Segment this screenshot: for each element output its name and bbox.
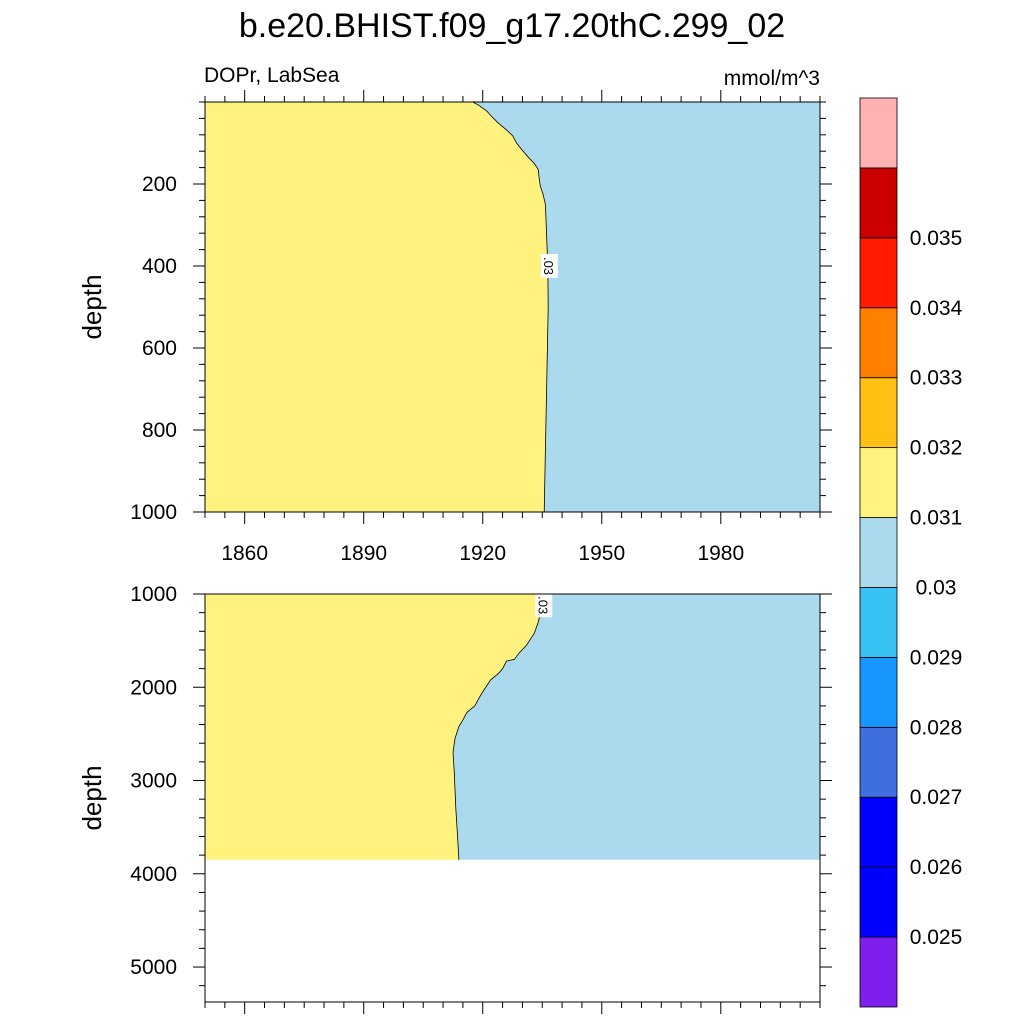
colorbar-swatch — [859, 97, 898, 169]
contour-label: .03 — [541, 257, 556, 275]
x-tick-label: 1890 — [340, 542, 387, 565]
y-tick-label: 200 — [142, 173, 177, 196]
colorbar-swatch — [859, 307, 898, 379]
fill-above-level — [205, 594, 545, 860]
colorbar-swatch — [859, 726, 898, 798]
plot-frame — [204, 593, 821, 1003]
contour-label-box — [535, 593, 553, 618]
colorbar-label: 0.027 — [910, 786, 963, 809]
x-tick-label: 1920 — [459, 542, 506, 565]
colorbar: 0.025 0.026 0.027 0.028 0.029 0.03 0.031 0.032 0… — [859, 97, 963, 1008]
y-tick-label: 600 — [142, 337, 177, 360]
x-tick-label: 1860 — [221, 542, 268, 565]
colorbar-swatch — [859, 936, 898, 1008]
y-tick-label: 2000 — [130, 676, 177, 699]
y-tick-label: 800 — [142, 419, 177, 442]
y-tick-label: 5000 — [130, 956, 177, 979]
colorbar-label: 0.032 — [910, 437, 963, 460]
figure-title: b.e20.BHIST.f09_g17.20thC.299_02 — [239, 7, 785, 45]
colorbar-label: 0.033 — [910, 367, 963, 390]
x-tick-label: 1950 — [578, 542, 625, 565]
lower-panel: .03 1000 2000 3000 4000 5000 depth — [77, 583, 832, 1014]
y-tick-label: 1000 — [130, 583, 177, 606]
colorbar-swatch — [859, 866, 898, 938]
fill-below-level — [453, 594, 820, 860]
y-tick-label: 400 — [142, 255, 177, 278]
y-tick-label: 3000 — [130, 770, 177, 793]
contour-line — [472, 101, 549, 513]
colorbar-label: 0.03 — [916, 576, 957, 599]
contour-label: .03 — [535, 596, 550, 614]
colorbar-label: 0.029 — [910, 646, 963, 669]
contour-label-box — [540, 254, 558, 278]
plot-frame — [204, 101, 821, 513]
upper-panel: .03 200 400 600 800 1000 1860 1890 1920 1950 1980 d… — [77, 90, 832, 565]
colorbar-swatch — [859, 587, 898, 658]
y-tick-label: 1000 — [130, 501, 177, 524]
y-axis-label: depth — [77, 765, 107, 830]
fill-below-level — [472, 102, 820, 512]
fill-above-level — [205, 102, 549, 512]
x-tick-label: 1980 — [697, 542, 744, 565]
colorbar-label: 0.031 — [910, 507, 963, 530]
colorbar-swatch — [859, 656, 898, 728]
colorbar-swatch — [859, 796, 898, 868]
contour-line — [452, 593, 545, 860]
contour-label-group: .03 — [535, 593, 553, 618]
colorbar-swatch — [859, 167, 898, 239]
right-subtitle: mmol/m^3 — [724, 67, 820, 90]
colorbar-label: 0.026 — [910, 856, 963, 879]
left-subtitle: DOPr, LabSea — [204, 64, 340, 87]
colorbar-swatch — [859, 517, 898, 588]
y-axis-label: depth — [77, 274, 107, 339]
colorbar-swatch — [859, 237, 898, 309]
colorbar-swatch — [859, 377, 898, 449]
contour-label-group: .03 — [540, 254, 558, 278]
colorbar-swatch — [859, 447, 898, 518]
y-tick-label: 4000 — [130, 863, 177, 886]
colorbar-label: 0.034 — [910, 297, 963, 320]
colorbar-label: 0.035 — [910, 227, 963, 250]
colorbar-label: 0.025 — [910, 926, 963, 949]
colorbar-label: 0.028 — [910, 716, 963, 739]
